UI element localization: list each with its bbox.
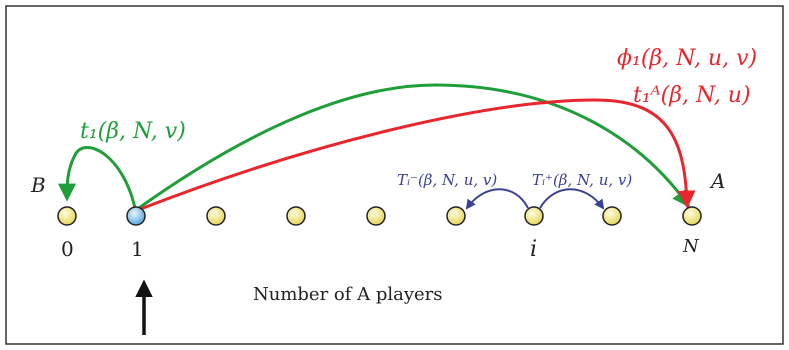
t1A-arrow [137, 98, 696, 212]
label-Tplus: Tᵢ⁺(β, N, u, v) [532, 171, 632, 189]
diagram-border [5, 5, 784, 345]
t1-arrow [58, 145, 138, 214]
state-nodes [57, 206, 702, 226]
label-t1: t₁(β, N, v) [80, 119, 186, 144]
label-t1A: t₁ᴬ(β, N, u) [633, 83, 751, 108]
node-label-1: 1 [131, 237, 144, 261]
node-0 [57, 206, 77, 226]
axis-caption: Number of A players [253, 284, 443, 305]
node-3 [286, 206, 306, 226]
node-label-i: i [530, 237, 537, 262]
end-label-A: A [709, 169, 725, 193]
node-i [524, 206, 544, 226]
node-1-highlighted [126, 206, 146, 226]
node-i-minus-1 [446, 206, 466, 226]
node-4 [366, 206, 386, 226]
node-2 [206, 206, 226, 226]
node-i-plus-1 [602, 206, 622, 226]
node-label-0: 0 [61, 237, 74, 261]
label-Tminus: Tᵢ⁻(β, N, u, v) [397, 171, 497, 189]
Tminus-arrow [465, 188, 529, 210]
end-label-B: B [30, 173, 46, 197]
phi1-arrow [135, 83, 691, 212]
diagram-frame: B A 0 1 i N t₁(β, N, v) ϕ₁(β, N, u, v) t… [5, 5, 784, 345]
node-label-N: N [682, 236, 700, 257]
markov-chain-diagram: B A 0 1 i N t₁(β, N, v) ϕ₁(β, N, u, v) t… [5, 5, 784, 345]
label-phi1: ϕ₁(β, N, u, v) [617, 46, 757, 71]
Tplus-arrow [539, 188, 605, 210]
node-N [682, 206, 702, 226]
